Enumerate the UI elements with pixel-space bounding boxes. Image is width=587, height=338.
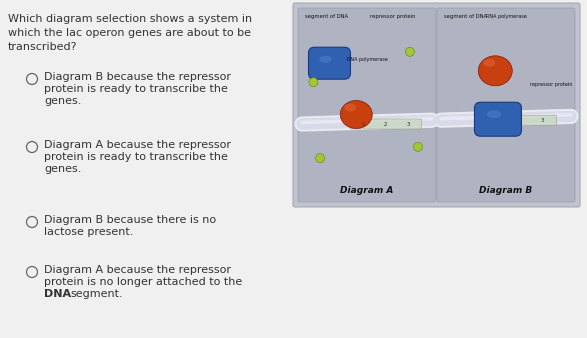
FancyBboxPatch shape [350,119,421,129]
Text: segment of DNA: segment of DNA [444,14,487,19]
Text: Diagram B because there is no: Diagram B because there is no [44,215,216,225]
Text: 1: 1 [494,118,497,123]
Text: which the lac operon genes are about to be: which the lac operon genes are about to … [8,28,251,38]
Text: 3: 3 [541,118,544,123]
Circle shape [316,154,325,163]
Circle shape [309,78,318,87]
Text: Diagram B because the repressor: Diagram B because the repressor [44,72,231,82]
Circle shape [413,142,423,151]
Text: RNA polymerase: RNA polymerase [486,14,527,19]
Text: Diagram A: Diagram A [340,186,394,195]
Text: protein is ready to transcribe the: protein is ready to transcribe the [44,84,228,94]
Ellipse shape [487,110,501,118]
Text: 2: 2 [517,118,521,123]
Text: repressor protein: repressor protein [370,14,415,19]
Text: RNA polymerase: RNA polymerase [347,57,388,63]
Text: transcribed?: transcribed? [8,42,77,52]
Text: repressor protein: repressor protein [530,82,572,87]
Text: segment of DNA: segment of DNA [305,14,348,19]
Text: 3: 3 [406,121,410,126]
FancyBboxPatch shape [474,102,521,136]
FancyBboxPatch shape [437,8,575,202]
Text: genes.: genes. [44,164,82,174]
Ellipse shape [345,103,356,112]
Text: protein is no longer attached to the: protein is no longer attached to the [44,277,242,287]
Text: Which diagram selection shows a system in: Which diagram selection shows a system i… [8,14,252,24]
Text: Diagram B: Diagram B [480,186,532,195]
FancyBboxPatch shape [309,47,350,79]
Text: Diagram A because the repressor: Diagram A because the repressor [44,265,231,275]
Text: 2: 2 [384,121,387,126]
Text: protein is ready to transcribe the: protein is ready to transcribe the [44,152,228,162]
Text: genes.: genes. [44,96,82,106]
Ellipse shape [319,56,332,63]
Text: DNA: DNA [44,289,75,299]
Text: segment.: segment. [70,289,123,299]
FancyBboxPatch shape [293,3,580,207]
Text: lactose present.: lactose present. [44,227,133,237]
Circle shape [406,47,414,56]
Text: Diagram A because the repressor: Diagram A because the repressor [44,140,231,150]
FancyBboxPatch shape [298,8,436,202]
Ellipse shape [340,100,372,128]
FancyBboxPatch shape [481,115,556,125]
Text: 1: 1 [362,121,365,126]
Ellipse shape [483,59,495,67]
Ellipse shape [478,56,512,86]
